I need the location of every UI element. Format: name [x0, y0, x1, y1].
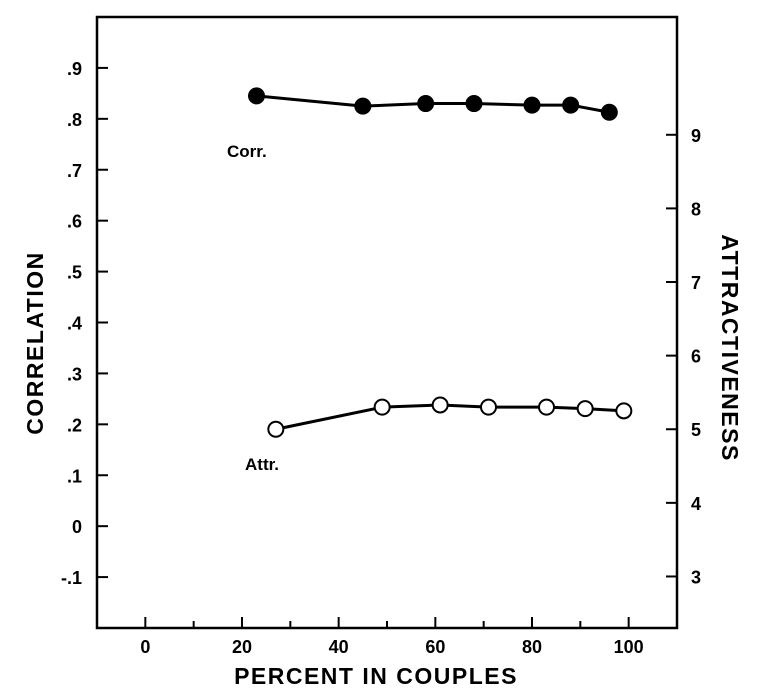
y-left-tick-label: .9: [67, 59, 82, 79]
y-left-tick-label: 0: [72, 517, 82, 537]
x-axis-title: PERCENT IN COUPLES: [234, 663, 518, 689]
corr-data-point: [248, 87, 265, 105]
corr-data-point: [523, 96, 541, 114]
y-right-tick-label: 7: [691, 273, 701, 293]
y-axis-left-title: CORRELATION: [22, 251, 48, 434]
attr-data-point: [373, 398, 391, 416]
corr-data-point: [465, 95, 483, 113]
attr-data-point: [480, 398, 497, 416]
y-right-tick-label: 5: [691, 420, 701, 440]
y-left-tick-label: .5: [67, 263, 82, 283]
x-tick-label: 0: [140, 637, 150, 657]
corr-data-point: [417, 95, 435, 113]
series-label-corr: Corr.: [227, 142, 267, 161]
y-left-tick-label: .3: [67, 364, 82, 384]
x-axis-ticks: 0 20 40 60 80 100: [96, 617, 678, 657]
attr-data-point: [538, 398, 555, 416]
y-right-tick-label: 4: [691, 494, 701, 514]
y-left-tick-label: -.1: [61, 568, 82, 588]
y-right-tick-label: 6: [691, 347, 701, 367]
series-label-attr: Attr.: [245, 455, 279, 474]
corr-data-point: [562, 96, 580, 114]
y-left-tick-label: .6: [67, 212, 82, 232]
y-right-tick-label: 3: [691, 567, 701, 587]
x-tick-label: 40: [329, 637, 349, 657]
y-left-tick-label: .4: [67, 314, 82, 334]
attr-data-point: [431, 396, 449, 414]
y-axis-right-title: ATTRACTIVENESS: [717, 234, 743, 462]
x-tick-label: 60: [425, 637, 445, 657]
corr-data-point: [600, 103, 618, 121]
series-layer: [248, 87, 633, 438]
x-tick-label: 100: [614, 637, 644, 657]
y-left-tick-label: .2: [67, 415, 82, 435]
attr-data-point: [615, 402, 633, 420]
y-left-tick-label: .1: [67, 466, 82, 486]
y-axis-right-ticks: 3 4 5 6 7 8 9: [666, 126, 701, 587]
y-right-tick-label: 9: [691, 126, 701, 146]
x-tick-label: 20: [232, 637, 252, 657]
corr-data-point: [354, 97, 372, 115]
series-line-1: [275, 403, 624, 431]
y-right-tick-label: 8: [691, 199, 701, 219]
x-tick-label: 80: [522, 637, 542, 657]
y-left-tick-label: .8: [67, 110, 82, 130]
attr-data-point: [267, 420, 285, 438]
y-left-tick-label: .7: [67, 161, 82, 181]
attr-data-point: [576, 400, 594, 418]
y-axis-left-ticks: -.1 0 .1 .2 .3 .4 .5 .6 .7 .8 .9: [61, 59, 108, 588]
